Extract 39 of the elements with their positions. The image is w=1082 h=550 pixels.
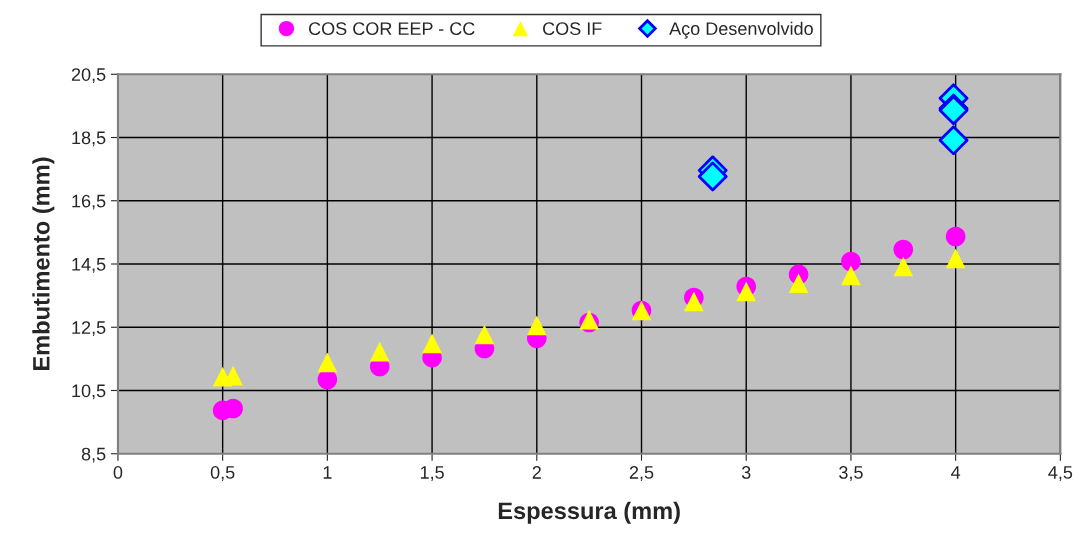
x-tick-label: 2,5	[629, 466, 654, 481]
point	[945, 226, 966, 247]
point	[841, 251, 861, 272]
y-tick-label: 20,5	[71, 68, 106, 84]
x-tick-label: 1,5	[420, 466, 444, 481]
x-tick-label: 4	[951, 466, 961, 479]
point	[893, 239, 914, 260]
y-tick-label: 16,5	[72, 194, 106, 210]
point	[788, 273, 809, 294]
point	[474, 324, 495, 345]
y-tick-label: 10,5	[72, 384, 106, 400]
y-axis-title: Embutimento (mm)	[32, 157, 55, 370]
legend-label: COS IF	[543, 22, 602, 36]
x-tick-label: 4,5	[1048, 466, 1073, 481]
x-tick-label: 3	[741, 466, 751, 479]
x-axis-title: Espessura (mm)	[498, 501, 680, 524]
x-tick-label: 2	[532, 466, 541, 479]
point	[893, 256, 914, 277]
y-tick-label: 18,5	[72, 131, 106, 147]
point	[736, 281, 757, 302]
point	[422, 333, 442, 354]
y-tick-label: 14,5	[72, 258, 106, 273]
point	[526, 315, 547, 336]
point	[317, 352, 338, 373]
point	[841, 265, 861, 286]
point	[369, 341, 390, 362]
legend-label: COS COR EEP - CC	[309, 22, 475, 36]
point	[223, 398, 243, 419]
x-tick-label: 3,5	[839, 466, 863, 481]
x-tick-label: 0,5	[210, 466, 235, 481]
y-tick-label: 12,5	[72, 321, 106, 337]
point	[945, 248, 966, 269]
legend-label: Aço Desenvolvido	[669, 21, 813, 39]
x-tick-label: 0	[113, 466, 123, 479]
x-tick-label: 1	[323, 466, 332, 479]
point	[317, 369, 338, 390]
y-tick-label: 8,5	[81, 447, 106, 463]
point	[938, 125, 969, 156]
point	[697, 161, 728, 192]
